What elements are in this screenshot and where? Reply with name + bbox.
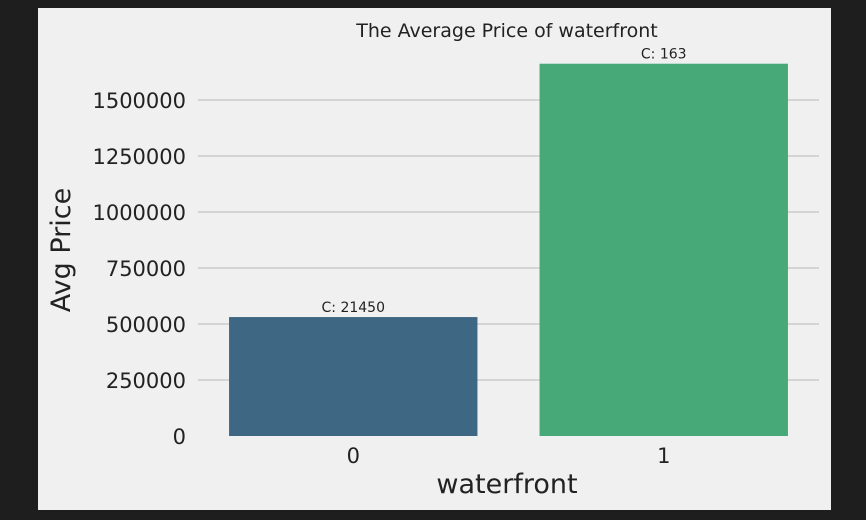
chart-figure: The Average Price of waterfront 0 250000 5… bbox=[38, 8, 831, 510]
y-tick-label: 500000 bbox=[106, 313, 186, 337]
bar-chart: The Average Price of waterfront 0 250000 5… bbox=[46, 20, 819, 500]
y-tick-labels: 0 250000 500000 750000 1000000 1250000 1500000 bbox=[92, 89, 186, 449]
bars: C: 21450 C: 163 bbox=[229, 47, 788, 436]
y-tick-label: 750000 bbox=[106, 257, 186, 281]
x-tick-label: 0 bbox=[347, 444, 360, 468]
x-tick-label: 1 bbox=[657, 444, 670, 468]
bar bbox=[229, 317, 478, 436]
bar-annotation: C: 21450 bbox=[322, 300, 385, 316]
y-tick-label: 250000 bbox=[106, 369, 186, 393]
chart-title: The Average Price of waterfront bbox=[355, 20, 658, 42]
bar bbox=[539, 63, 788, 436]
y-tick-label: 1250000 bbox=[92, 145, 186, 169]
y-tick-label: 1500000 bbox=[92, 89, 186, 113]
y-axis-label: Avg Price bbox=[46, 188, 77, 312]
x-axis-label: waterfront bbox=[436, 469, 577, 500]
y-tick-label: 0 bbox=[173, 425, 186, 449]
bar-annotation: C: 163 bbox=[641, 47, 687, 63]
y-tick-label: 1000000 bbox=[92, 201, 186, 225]
